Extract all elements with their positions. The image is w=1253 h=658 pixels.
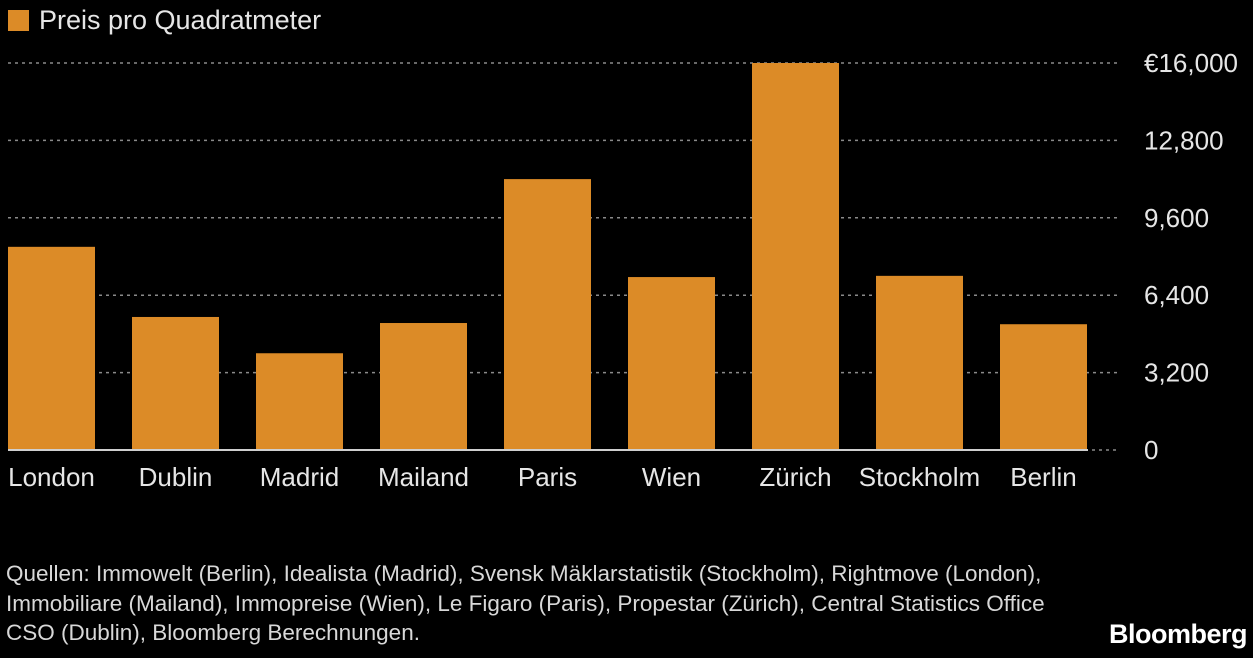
x-category-label: Mailand (378, 462, 469, 492)
bloomberg-logo: Bloomberg (1108, 619, 1248, 649)
y-tick-label: 3,200 (1144, 358, 1209, 388)
x-category-label: Stockholm (859, 462, 980, 492)
y-tick-labels: 0 3,200 6,400 9,600 12,800 €16,000 (1144, 48, 1238, 465)
bar-paris (504, 179, 591, 450)
y-tick-label: €16,000 (1144, 48, 1238, 78)
x-category-label: Zürich (759, 462, 831, 492)
x-category-label: London (8, 462, 95, 492)
x-category-label: Dublin (139, 462, 213, 492)
x-category-labels: London Dublin Madrid Mailand Paris Wien Zürich… (8, 462, 1077, 492)
bar-madrid (256, 353, 343, 450)
bar-wien (628, 277, 715, 450)
bar-mailand (380, 323, 467, 450)
bar-dublin (132, 316, 219, 450)
bar-chart: 0 3,200 6,400 9,600 12,800 €16,000 London Dubl… (8, 48, 1238, 492)
x-category-label: Madrid (260, 462, 339, 492)
source-note: Quellen: Immowelt (Berlin), Idealista (M… (6, 561, 1045, 645)
legend-label: Preis pro Quadratmeter (39, 4, 322, 35)
bar-london (8, 246, 95, 450)
y-tick-label: 12,800 (1144, 125, 1224, 155)
bar-berlin (1000, 324, 1087, 450)
x-category-label: Berlin (1010, 462, 1076, 492)
y-tick-label: 9,600 (1144, 203, 1209, 233)
y-tick-label: 0 (1144, 435, 1158, 465)
bar-zürich (752, 63, 839, 450)
y-tick-label: 6,400 (1144, 280, 1209, 310)
x-category-label: Wien (642, 462, 701, 492)
bars (8, 63, 1087, 450)
legend: Preis pro Quadratmeter (8, 4, 321, 36)
bar-stockholm (876, 275, 963, 450)
x-category-label: Paris (518, 462, 577, 492)
legend-swatch (8, 9, 29, 31)
